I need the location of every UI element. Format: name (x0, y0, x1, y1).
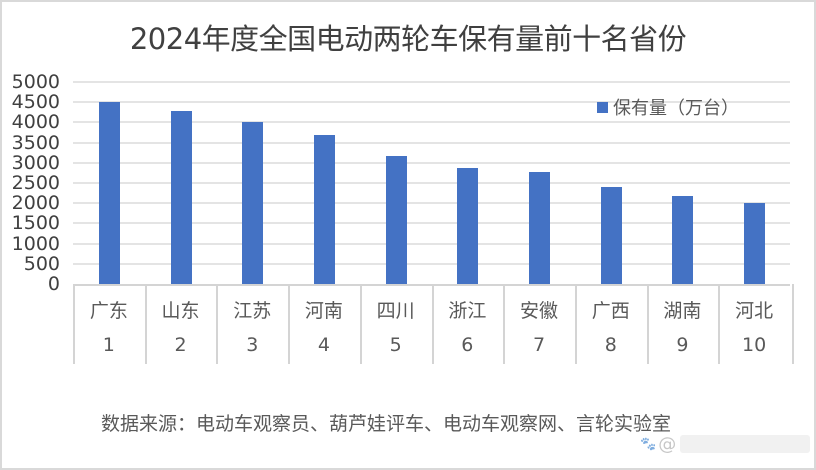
bar (672, 195, 694, 284)
watermark: 🐾 @ (640, 431, 810, 457)
paw-icon: 🐾 (640, 436, 657, 452)
bar (385, 155, 407, 284)
x-rank-label: 9 (676, 334, 689, 356)
bar (744, 203, 766, 284)
y-tick-label: 4500 (11, 91, 60, 114)
x-category-label: 广东 (89, 300, 128, 322)
x-category-label: 广西 (591, 300, 630, 322)
y-tick-label: 2500 (11, 172, 60, 194)
watermark-blurred-name (680, 435, 810, 453)
category-cell (359, 284, 434, 364)
x-category-label: 山东 (161, 300, 200, 322)
gridline (73, 202, 790, 205)
y-tick-label: 2000 (11, 192, 60, 215)
category-cell (73, 284, 147, 364)
category-cell (574, 284, 649, 364)
data-source-note: 数据来源：电动车观察员、葫芦娃评车、电动车观察网、言轮实验室 (101, 413, 672, 435)
x-rank-label: 4 (317, 334, 330, 356)
x-category-label: 四川 (376, 300, 415, 322)
y-tick-label: 500 (23, 252, 60, 275)
y-tick-label: 0 (47, 273, 60, 295)
x-rank-label: 2 (174, 334, 187, 356)
gridline (73, 81, 790, 83)
gridline (73, 182, 790, 184)
gridline (73, 242, 790, 245)
x-rank-label: 10 (742, 334, 767, 356)
category-cell (718, 284, 794, 364)
y-tick-label: 3500 (11, 131, 60, 154)
x-rank-label: 8 (604, 334, 617, 356)
gridline (73, 121, 790, 124)
category-cell (503, 284, 577, 364)
gridline (73, 262, 790, 265)
bar (242, 122, 264, 284)
x-category-label: 湖南 (663, 300, 702, 322)
y-tick-label: 1500 (11, 212, 60, 235)
category-cell (144, 284, 219, 364)
y-tick-label: 1000 (11, 232, 60, 255)
x-rank-label: 5 (389, 334, 402, 356)
x-rank-label: 1 (102, 334, 115, 356)
bar (170, 111, 192, 284)
category-cell (431, 284, 506, 364)
x-category-label: 浙江 (448, 300, 487, 322)
gridline (73, 101, 790, 104)
x-rank-label: 6 (461, 334, 474, 356)
gridline (73, 222, 790, 225)
chart-title: 2024年度全国电动两轮车保有量前十名省份 (129, 22, 687, 56)
category-cell (216, 284, 290, 364)
x-category-label: 河南 (304, 300, 343, 322)
bar (529, 171, 551, 284)
legend-label: 保有量（万台） (613, 98, 739, 119)
x-category-label: 河北 (735, 300, 774, 322)
bar (457, 167, 479, 284)
watermark-at: @ (658, 433, 677, 455)
gridline (73, 161, 790, 164)
x-category-label: 江苏 (233, 300, 272, 322)
x-rank-label: 3 (246, 334, 259, 356)
y-tick-label: 4000 (11, 111, 60, 134)
category-cell (646, 284, 721, 364)
category-cell (288, 284, 362, 364)
bar (600, 187, 622, 284)
legend-swatch-icon (597, 101, 608, 113)
y-tick-label: 5000 (11, 71, 60, 93)
gridline (73, 141, 790, 144)
bar (98, 102, 120, 284)
bar (313, 135, 335, 284)
legend: 保有量（万台） (597, 94, 739, 120)
x-rank-label: 7 (532, 334, 546, 356)
y-tick-label: 3000 (11, 151, 60, 174)
x-category-label: 安徽 (520, 300, 559, 322)
